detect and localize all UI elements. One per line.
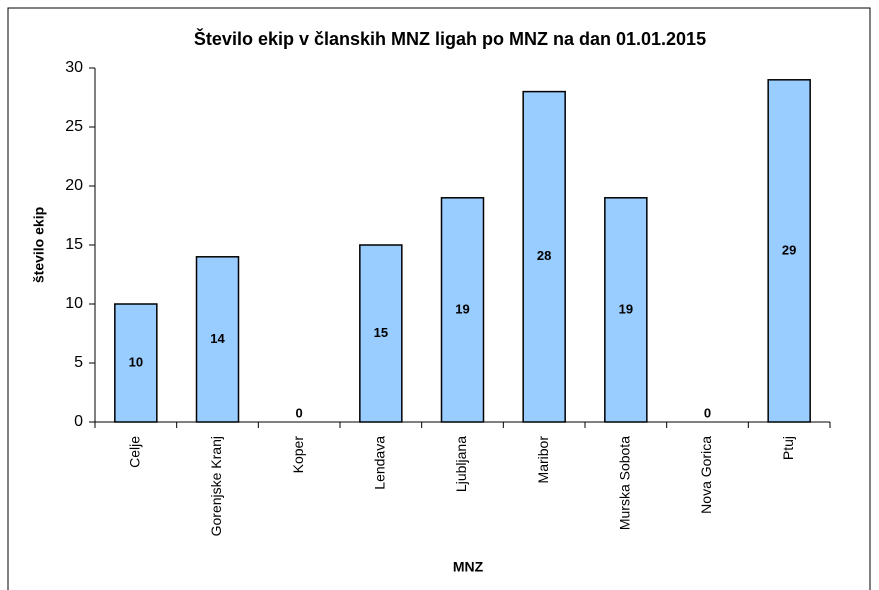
x-tick-label: Nova Gorica xyxy=(698,436,714,514)
y-tick-label: 30 xyxy=(65,59,83,76)
bar xyxy=(604,197,648,423)
y-tick-label: 0 xyxy=(74,413,83,430)
chart-title: Število ekip v članskih MNZ ligah po MNZ… xyxy=(194,28,706,49)
bar xyxy=(359,244,403,423)
x-tick-label: Ljubljana xyxy=(453,436,469,492)
data-label: 19 xyxy=(455,301,469,316)
y-tick-label: 25 xyxy=(65,118,83,135)
x-tick-label: Koper xyxy=(290,436,306,474)
data-label: 19 xyxy=(619,301,633,316)
data-label: 0 xyxy=(704,405,711,420)
y-tick-label: 20 xyxy=(65,177,83,194)
x-tick-label: Maribor xyxy=(535,436,551,484)
data-label: 10 xyxy=(129,354,143,369)
y-tick-label: 5 xyxy=(74,354,83,371)
x-tick-label: Celje xyxy=(127,436,143,468)
bar xyxy=(522,90,566,423)
data-label: 29 xyxy=(782,242,796,257)
data-label: 28 xyxy=(537,248,551,263)
chart-frame xyxy=(7,7,871,590)
x-tick-label: Murska Sobota xyxy=(617,436,633,530)
x-tick-label: Lendava xyxy=(372,436,388,490)
data-label: 14 xyxy=(210,331,225,346)
y-tick-label: 10 xyxy=(65,295,83,312)
y-tick-label: 15 xyxy=(65,236,83,253)
x-tick-label: Gorenjske Kranj xyxy=(208,436,224,536)
bar xyxy=(195,256,240,423)
bar xyxy=(440,197,485,423)
data-label: 15 xyxy=(374,325,388,340)
x-axis-title: MNZ xyxy=(453,559,484,575)
bar xyxy=(767,79,811,423)
data-label: 0 xyxy=(296,405,303,420)
x-tick-label: Ptuj xyxy=(780,436,796,460)
y-axis-title: število ekip xyxy=(31,207,47,283)
